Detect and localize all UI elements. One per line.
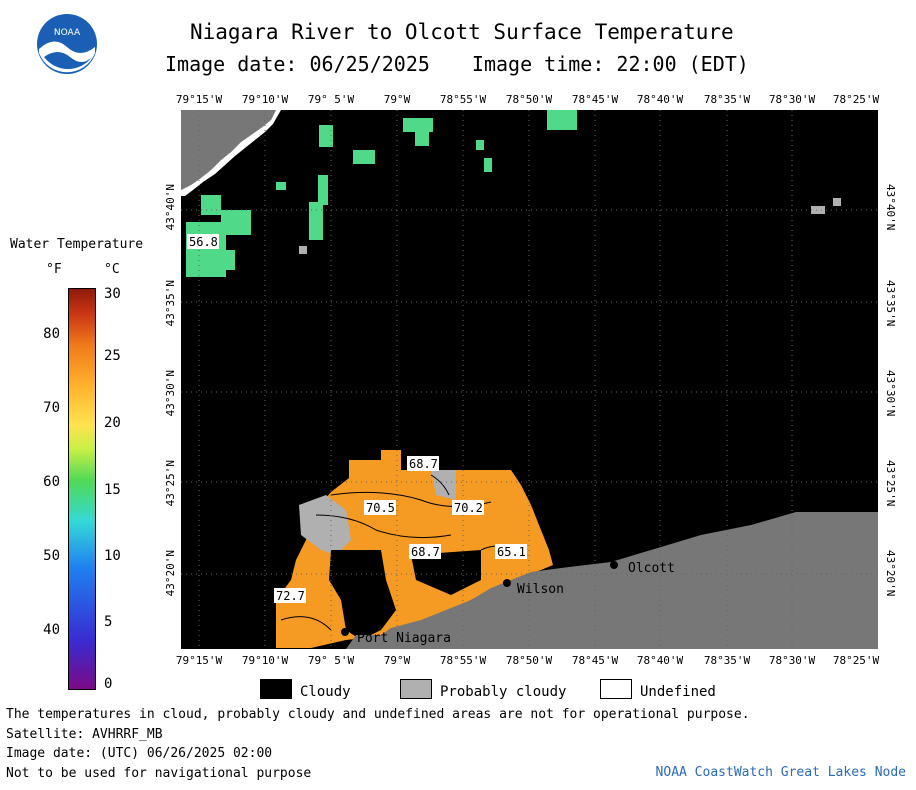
key-label-cloudy: Cloudy xyxy=(300,684,351,700)
lon-label-top: 79°W xyxy=(383,93,411,106)
lon-label-top: 78°45'W xyxy=(571,93,619,106)
lon-label-top: 79° 5'W xyxy=(307,93,355,106)
lon-label-bottom: 79°10'W xyxy=(241,654,289,667)
wilson-marker xyxy=(503,579,511,587)
footer-navigation-note: Not to be used for navigational purpose xyxy=(6,766,312,781)
tick-c: 25 xyxy=(104,348,121,364)
footer-disclaimer: The temperatures in cloud, probably clou… xyxy=(6,707,750,722)
lon-label-top: 78°50'W xyxy=(505,93,553,106)
cloud-gap xyxy=(411,550,481,595)
tick-c: 30 xyxy=(104,286,121,302)
tick-c: 10 xyxy=(104,548,121,564)
image-time: Image time: 22:00 (EDT) xyxy=(471,52,749,76)
lat-label-right: 43°35'N xyxy=(884,280,897,327)
lon-label-bottom: 78°25'W xyxy=(832,654,880,667)
key-swatch-probably-cloudy xyxy=(400,679,432,699)
lat-label-right: 43°20'N xyxy=(884,550,897,597)
lon-label-bottom: 78°35'W xyxy=(703,654,751,667)
lat-label-right: 43°30'N xyxy=(884,370,897,417)
lon-label-top: 79°10'W xyxy=(241,93,289,106)
lon-label-bottom: 78°45'W xyxy=(571,654,619,667)
map-title: Niagara River to Olcott Surface Temperat… xyxy=(190,20,734,44)
lon-label-top: 78°30'W xyxy=(768,93,816,106)
legend-title: Water Temperature xyxy=(10,237,144,252)
place-wilson: Wilson xyxy=(517,582,564,597)
probably-cloudy xyxy=(299,495,351,555)
tick-c: 15 xyxy=(104,482,121,498)
tick-f: 50 xyxy=(43,548,60,564)
key-label-undefined: Undefined xyxy=(640,684,716,700)
tick-c: 5 xyxy=(104,614,113,630)
lon-label-top: 78°35'W xyxy=(703,93,751,106)
lon-label-bottom: 79° 5'W xyxy=(307,654,355,667)
lon-label-bottom: 79°W xyxy=(383,654,411,667)
lat-label-left: 43°25'N xyxy=(164,460,177,507)
lat-label-right: 43°40'N xyxy=(884,184,897,231)
place-port-niagara: Port Niagara xyxy=(357,631,451,646)
cloud-gap xyxy=(329,550,396,640)
lon-label-bottom: 78°30'W xyxy=(768,654,816,667)
temp-label: 72.7 xyxy=(276,589,305,603)
temp-label: 68.7 xyxy=(411,545,440,559)
temp-label: 68.7 xyxy=(409,457,438,471)
footer-satellite: Satellite: AVHRRF_MB xyxy=(6,727,163,742)
undefined-area xyxy=(181,110,281,196)
image-date: Image date: 06/25/2025 xyxy=(165,52,430,76)
probably-cloudy xyxy=(833,198,841,206)
lat-label-left: 43°30'N xyxy=(164,370,177,417)
tick-f: 80 xyxy=(43,326,60,342)
tick-f: 40 xyxy=(43,622,60,638)
logo-text: NOAA xyxy=(54,28,81,38)
probably-cloudy xyxy=(431,470,456,500)
temperature-map: Olcott Wilson Port Niagara 56.8 68.7 70.… xyxy=(181,110,878,649)
map-subtitle: Image date: 06/25/2025 Image time: 22:00 … xyxy=(165,52,749,76)
port-niagara-marker xyxy=(341,628,349,636)
lat-label-right: 43°25'N xyxy=(884,460,897,507)
probably-cloudy xyxy=(811,206,825,214)
tick-f: 70 xyxy=(43,400,60,416)
lon-label-top: 78°55'W xyxy=(439,93,487,106)
key-swatch-undefined xyxy=(600,679,632,699)
noaa-logo: NOAA xyxy=(37,14,97,74)
lon-label-bottom: 78°40'W xyxy=(636,654,684,667)
legend-unit-c: °C xyxy=(104,262,120,277)
tick-f: 60 xyxy=(43,474,60,490)
footer-utc-date: Image date: (UTC) 06/26/2025 02:00 xyxy=(6,746,273,761)
graticule xyxy=(181,110,878,649)
lat-label-left: 43°35'N xyxy=(164,280,177,327)
cool-water-patches xyxy=(186,110,577,277)
key-swatch-cloudy xyxy=(260,679,292,699)
lat-label-left: 43°20'N xyxy=(164,550,177,597)
temp-label: 70.5 xyxy=(366,501,395,515)
land-northwest xyxy=(181,110,276,190)
place-olcott: Olcott xyxy=(628,561,675,576)
lon-label-bottom: 78°55'W xyxy=(439,654,487,667)
temp-label: 56.8 xyxy=(189,235,218,249)
lon-label-bottom: 79°15'W xyxy=(175,654,223,667)
land-south xyxy=(346,512,878,649)
legend-unit-f: °F xyxy=(46,262,62,277)
lat-label-left: 43°40'N xyxy=(164,184,177,231)
lon-label-bottom: 78°50'W xyxy=(505,654,553,667)
color-scale-bar xyxy=(68,288,96,690)
temp-label: 70.2 xyxy=(454,501,483,515)
tick-c: 0 xyxy=(104,676,113,692)
lon-label-top: 78°40'W xyxy=(636,93,684,106)
footer-node-link: NOAA CoastWatch Great Lakes Node xyxy=(655,765,906,780)
lon-label-top: 79°15'W xyxy=(175,93,223,106)
temp-label: 65.1 xyxy=(497,545,526,559)
lon-label-top: 78°25'W xyxy=(832,93,880,106)
probably-cloudy xyxy=(299,246,307,254)
tick-c: 20 xyxy=(104,415,121,431)
key-label-probably-cloudy: Probably cloudy xyxy=(440,684,567,700)
olcott-marker xyxy=(610,561,618,569)
